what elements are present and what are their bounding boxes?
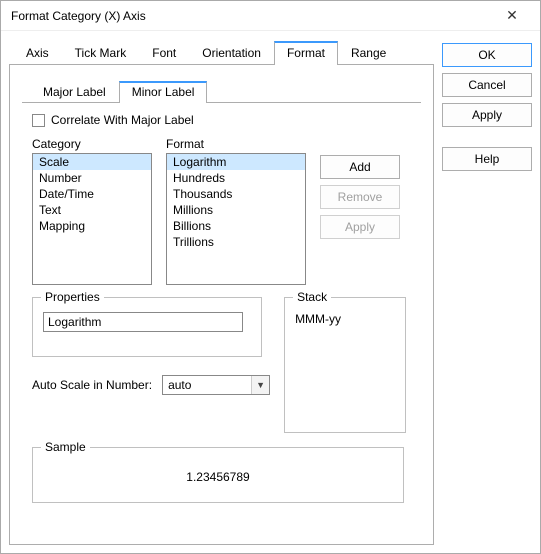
stack-item[interactable]: MMM-yy	[295, 312, 395, 326]
dialog-body: Axis Tick Mark Font Orientation Format R…	[1, 31, 540, 553]
list-item[interactable]: Millions	[167, 202, 305, 218]
list-item[interactable]: Hundreds	[167, 170, 305, 186]
correlate-label: Correlate With Major Label	[51, 113, 194, 127]
lists-row: Category Scale Number Date/Time Text Map…	[32, 137, 411, 285]
window-title: Format Category (X) Axis	[11, 9, 492, 23]
tab-major-label[interactable]: Major Label	[30, 81, 119, 103]
lower-row: Properties Auto Scale in Number: auto ▼	[32, 297, 411, 433]
autoscale-combo[interactable]: auto ▼	[162, 375, 270, 395]
list-apply-button[interactable]: Apply	[320, 215, 400, 239]
tab-format[interactable]: Format	[274, 41, 338, 65]
list-buttons-column: Add Remove Apply	[320, 137, 400, 285]
properties-input[interactable]	[43, 312, 243, 332]
list-item[interactable]: Text	[33, 202, 151, 218]
category-listbox[interactable]: Scale Number Date/Time Text Mapping	[32, 153, 152, 285]
list-item[interactable]: Mapping	[33, 218, 151, 234]
format-listbox[interactable]: Logarithm Hundreds Thousands Millions Bi…	[166, 153, 306, 285]
outer-tabstrip: Axis Tick Mark Font Orientation Format R…	[9, 39, 434, 65]
cancel-button[interactable]: Cancel	[442, 73, 532, 97]
dialog-window: Format Category (X) Axis ✕ Axis Tick Mar…	[0, 0, 541, 554]
list-item[interactable]: Scale	[33, 154, 151, 170]
properties-legend: Properties	[41, 290, 104, 304]
tab-font[interactable]: Font	[139, 41, 189, 65]
format-column: Format Logarithm Hundreds Thousands Mill…	[166, 137, 306, 285]
apply-button[interactable]: Apply	[442, 103, 532, 127]
correlate-row: Correlate With Major Label	[32, 113, 411, 127]
format-label: Format	[166, 137, 306, 151]
side-buttons: OK Cancel Apply Help	[442, 39, 532, 545]
inner-tabstrip: Major Label Minor Label	[22, 79, 421, 103]
sample-fieldset: Sample 1.23456789	[32, 447, 404, 503]
help-button[interactable]: Help	[442, 147, 532, 171]
list-item[interactable]: Billions	[167, 218, 305, 234]
tab-orientation[interactable]: Orientation	[189, 41, 274, 65]
category-label: Category	[32, 137, 152, 151]
inner-tabwrap: Major Label Minor Label Correlate With M…	[22, 79, 421, 507]
tab-axis[interactable]: Axis	[13, 41, 62, 65]
list-item[interactable]: Thousands	[167, 186, 305, 202]
autoscale-row: Auto Scale in Number: auto ▼	[32, 375, 270, 395]
sample-value: 1.23456789	[186, 470, 249, 484]
tab-minor-label[interactable]: Minor Label	[119, 81, 208, 103]
category-column: Category Scale Number Date/Time Text Map…	[32, 137, 152, 285]
list-item[interactable]: Trillions	[167, 234, 305, 250]
remove-button[interactable]: Remove	[320, 185, 400, 209]
autoscale-value: auto	[163, 378, 251, 392]
autoscale-label: Auto Scale in Number:	[32, 378, 152, 392]
inner-tab-content: Correlate With Major Label Category Scal…	[22, 103, 421, 507]
stack-legend: Stack	[293, 290, 331, 304]
chevron-down-icon: ▼	[251, 376, 269, 394]
close-icon[interactable]: ✕	[492, 2, 532, 30]
tab-range[interactable]: Range	[338, 41, 399, 65]
properties-fieldset: Properties	[32, 297, 262, 357]
tab-tickmark[interactable]: Tick Mark	[62, 41, 140, 65]
add-button[interactable]: Add	[320, 155, 400, 179]
list-item[interactable]: Logarithm	[167, 154, 305, 170]
list-item[interactable]: Number	[33, 170, 151, 186]
ok-button[interactable]: OK	[442, 43, 532, 67]
outer-tab-content: Major Label Minor Label Correlate With M…	[9, 65, 434, 545]
main-column: Axis Tick Mark Font Orientation Format R…	[9, 39, 434, 545]
list-item[interactable]: Date/Time	[33, 186, 151, 202]
sample-legend: Sample	[41, 440, 90, 454]
correlate-checkbox[interactable]	[32, 114, 45, 127]
stack-fieldset: Stack MMM-yy	[284, 297, 406, 433]
titlebar: Format Category (X) Axis ✕	[1, 1, 540, 31]
